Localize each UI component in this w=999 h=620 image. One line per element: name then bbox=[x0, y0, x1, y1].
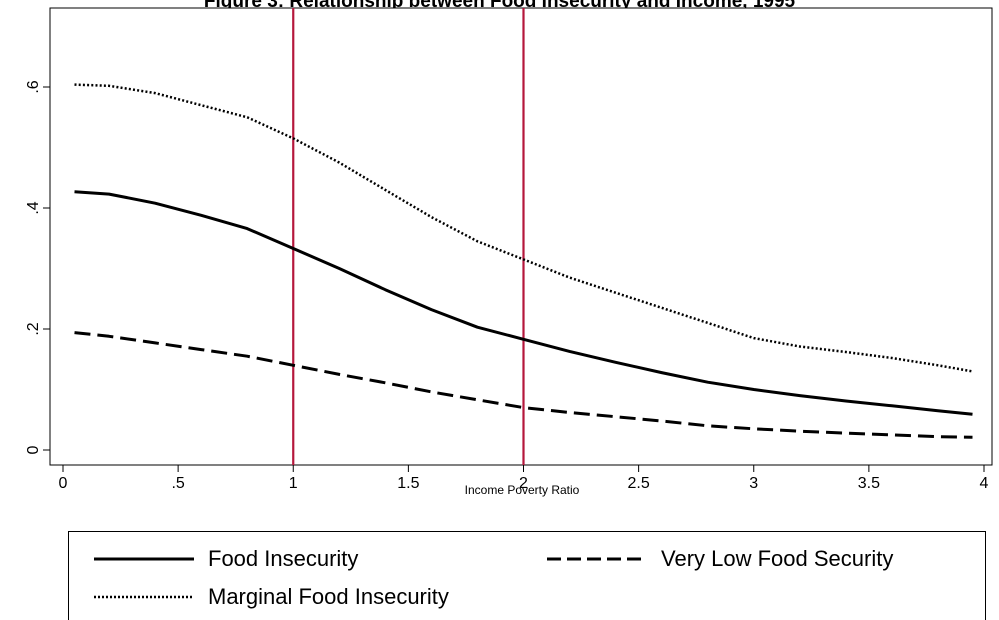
x-tick-label: 1 bbox=[289, 475, 298, 492]
legend-item-very-low-food-security: Very Low Food Security bbox=[547, 546, 893, 572]
legend-label-marginal-food-insecurity: Marginal Food Insecurity bbox=[208, 584, 449, 609]
series-line-food-insecurity bbox=[74, 190, 973, 416]
series-lines bbox=[74, 83, 973, 439]
x-tick-label: 0 bbox=[59, 475, 68, 492]
y-tick-label: .4 bbox=[25, 201, 42, 214]
legend-label-very-low-food-security: Very Low Food Security bbox=[661, 546, 894, 571]
x-tick-label: 3 bbox=[749, 475, 758, 492]
x-tick-label: 4 bbox=[980, 475, 989, 492]
y-tick-label: .2 bbox=[25, 322, 42, 335]
y-tick-label: .6 bbox=[25, 80, 42, 93]
y-tick-label: 0 bbox=[25, 445, 42, 454]
legend-swatch-dashed bbox=[547, 557, 647, 561]
x-tick-label: 2 bbox=[519, 475, 528, 492]
series-line-marginal-food-insecurity bbox=[74, 83, 973, 373]
series-line-very-low-food-security bbox=[74, 331, 973, 439]
line-chart: 0 .5 1 1.5 2 2.5 3 3.5 4 0 .2 .4 .6 Income Poverty … bbox=[25, 7, 993, 497]
x-axis-title: Income Poverty Ratio bbox=[465, 483, 580, 497]
legend-swatch-solid bbox=[94, 557, 194, 561]
x-tick-label: 1.5 bbox=[397, 475, 419, 492]
legend-item-food-insecurity: Food Insecurity bbox=[94, 546, 358, 572]
plot-frame bbox=[49, 7, 993, 466]
x-tick-label: .5 bbox=[171, 475, 184, 492]
plot-area bbox=[49, 7, 993, 466]
legend: Food Insecurity Very Low Food Security M… bbox=[68, 531, 986, 620]
legend-item-marginal-food-insecurity: Marginal Food Insecurity bbox=[94, 584, 449, 610]
y-axis: 0 .2 .4 .6 bbox=[25, 80, 50, 454]
x-axis: 0 .5 1 1.5 2 2.5 3 3.5 4 bbox=[59, 465, 989, 492]
legend-label-food-insecurity: Food Insecurity bbox=[208, 546, 359, 571]
reference-lines bbox=[292, 8, 525, 465]
x-tick-label: 3.5 bbox=[858, 475, 880, 492]
x-tick-label: 2.5 bbox=[628, 475, 650, 492]
legend-swatch-dotted bbox=[94, 595, 194, 599]
